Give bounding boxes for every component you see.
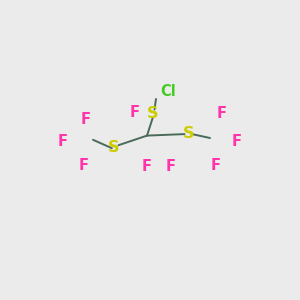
Text: S: S — [108, 140, 120, 154]
Text: F: F — [80, 112, 91, 128]
Text: F: F — [217, 106, 227, 122]
Text: Cl: Cl — [160, 84, 176, 99]
Text: F: F — [166, 159, 176, 174]
Text: F: F — [142, 159, 152, 174]
Text: F: F — [79, 158, 89, 172]
Text: F: F — [130, 105, 140, 120]
Text: F: F — [58, 134, 68, 148]
Text: S: S — [147, 106, 159, 122]
Text: F: F — [211, 158, 221, 172]
Text: F: F — [232, 134, 242, 148]
Text: S: S — [183, 126, 194, 141]
